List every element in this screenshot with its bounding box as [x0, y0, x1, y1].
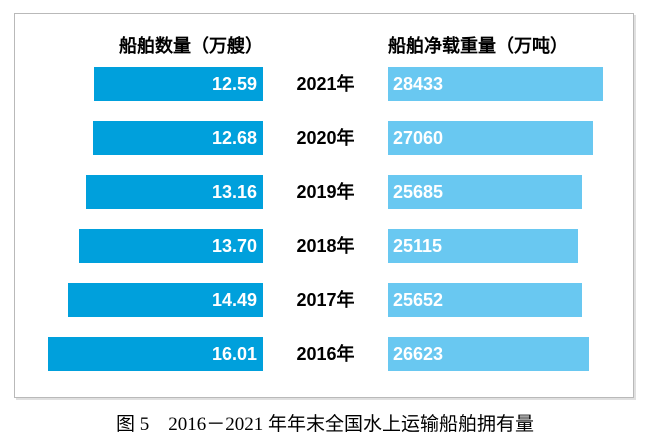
year-label: 2021年: [296, 74, 355, 94]
quantity-zone: 12.59: [15, 67, 263, 101]
weight-bar: 26623: [388, 337, 590, 371]
quantity-value-label: 13.16: [211, 181, 257, 202]
year-label: 2016年: [296, 344, 355, 364]
quantity-bar: 16.01: [48, 337, 263, 371]
chart-row: 14.49 2017年 25652: [15, 283, 633, 317]
weight-value-label: 28433: [393, 73, 444, 94]
chart-row: 16.01 2016年 26623: [15, 337, 633, 371]
weight-zone: 27060: [388, 121, 633, 155]
weight-bar: 27060: [388, 121, 593, 155]
year-label: 2019年: [296, 182, 355, 202]
year-label: 2020年: [296, 128, 355, 148]
weight-value-label: 26623: [393, 343, 444, 364]
quantity-value-label: 16.01: [211, 343, 257, 364]
weight-zone: 25115: [388, 229, 633, 263]
right-series-header: 船舶净载重量（万吨）: [388, 36, 568, 56]
chart-panel: 船舶数量（万艘） 船舶净载重量（万吨） 12.59 2021年 28433 12.68…: [14, 13, 634, 398]
weight-bar: 28433: [388, 67, 603, 101]
quantity-value-label: 14.49: [211, 289, 257, 310]
quantity-value-label: 12.59: [211, 73, 257, 94]
weight-zone: 28433: [388, 67, 633, 101]
weight-value-label: 25115: [393, 235, 443, 256]
quantity-zone: 16.01: [15, 337, 263, 371]
quantity-value-label: 12.68: [211, 127, 257, 148]
weight-bar: 25685: [388, 175, 583, 209]
chart-rows: 12.59 2021年 28433 12.68 2020年 27060 13.16 2019年…: [15, 67, 633, 371]
chart-row: 12.59 2021年 28433: [15, 67, 633, 101]
quantity-bar: 13.16: [86, 175, 263, 209]
weight-value-label: 25685: [393, 181, 444, 202]
chart-row: 13.16 2019年 25685: [15, 175, 633, 209]
quantity-bar: 12.59: [93, 67, 263, 101]
weight-bar: 25652: [388, 283, 582, 317]
quantity-value-label: 13.70: [211, 235, 257, 256]
quantity-zone: 13.16: [15, 175, 263, 209]
quantity-bar: 12.68: [92, 121, 263, 155]
quantity-zone: 12.68: [15, 121, 263, 155]
figure-caption: 图 5 2016－2021 年年末全国水上运输船舶拥有量: [115, 414, 534, 435]
quantity-bar: 14.49: [68, 283, 263, 317]
chart-headers: 船舶数量（万艘） 船舶净载重量（万吨）: [15, 36, 633, 57]
quantity-zone: 14.49: [15, 283, 263, 317]
weight-zone: 25685: [388, 175, 633, 209]
quantity-zone: 13.70: [15, 229, 263, 263]
weight-zone: 25652: [388, 283, 633, 317]
year-label: 2017年: [296, 290, 355, 310]
left-series-header: 船舶数量（万艘）: [119, 36, 263, 56]
chart-row: 12.68 2020年 27060: [15, 121, 633, 155]
quantity-bar: 13.70: [79, 229, 263, 263]
year-label: 2018年: [296, 236, 355, 256]
weight-bar: 25115: [388, 229, 578, 263]
chart-row: 13.70 2018年 25115: [15, 229, 633, 263]
weight-value-label: 27060: [393, 127, 444, 148]
weight-value-label: 25652: [393, 289, 444, 310]
weight-zone: 26623: [388, 337, 633, 371]
